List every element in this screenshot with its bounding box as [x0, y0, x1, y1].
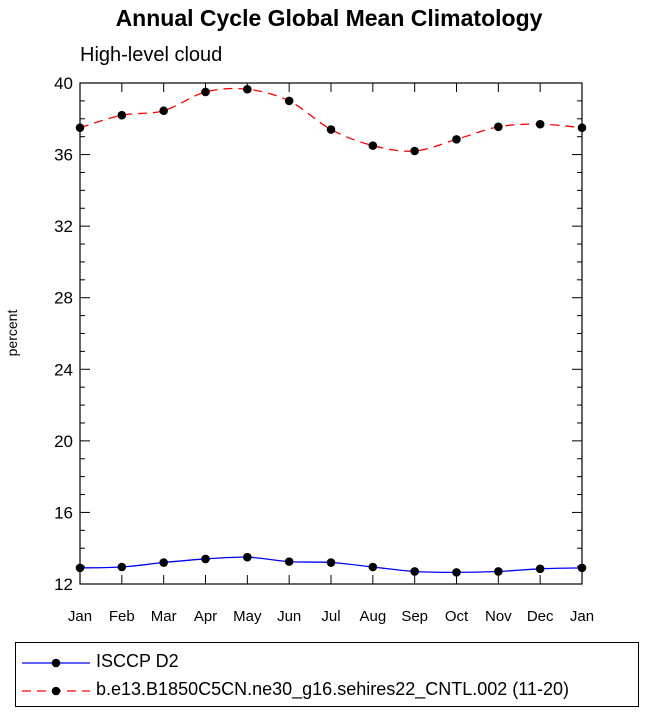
data-point-1-2 [159, 106, 168, 116]
legend: ISCCP D2 b.e13.B1850C5CN.ne30_g16.sehire… [15, 642, 639, 707]
data-point-1-0 [75, 123, 85, 133]
x-tick-label: Jan [570, 608, 594, 625]
data-point-1-1 [117, 110, 127, 120]
chart: Annual Cycle Global Mean Climatology Hig… [4, 5, 594, 625]
y-tick-label: 36 [54, 146, 73, 165]
plot-area [79, 82, 583, 585]
data-point-1-12 [577, 123, 587, 133]
data-point-0-2 [159, 558, 168, 567]
axis-ticks: Jan Feb Mar Apr May Jun Jul Aug Sep Oct Nov Dec Jan 1… [54, 74, 594, 625]
data-point-1-7 [368, 141, 378, 150]
data-point-0-11 [535, 564, 545, 574]
y-tick-label: 40 [54, 74, 73, 93]
data-point-1-9 [452, 135, 461, 144]
data-point-1-3 [201, 87, 210, 97]
data-point-1-4 [243, 84, 252, 94]
y-tick-label: 12 [54, 575, 73, 594]
series-layer [75, 84, 587, 577]
x-tick-label: Mar [151, 608, 177, 625]
data-point-0-12 [577, 563, 587, 573]
legend-label-isccp: ISCCP D2 [96, 651, 179, 671]
data-point-0-3 [201, 554, 210, 564]
y-tick-label: 28 [54, 289, 73, 308]
x-tick-label: Jun [277, 608, 301, 625]
data-point-1-6 [326, 125, 336, 134]
y-tick-label: 16 [54, 503, 73, 522]
x-tick-label: Jul [321, 608, 340, 625]
data-point-0-5 [284, 557, 294, 566]
x-tick-label: Sep [401, 608, 428, 625]
legend-item-isccp: ISCCP D2 [16, 649, 638, 677]
legend-label-model: b.e13.B1850C5CN.ne30_g16.sehires22_CNTL.… [96, 679, 569, 699]
x-tick-label: Apr [194, 608, 217, 625]
chart-subtitle: High-level cloud [80, 44, 222, 66]
series-line-1 [79, 87, 583, 152]
y-axis-label: percent [4, 310, 20, 357]
data-point-0-6 [326, 558, 336, 567]
y-tick-label: 24 [54, 360, 73, 379]
data-point-1-8 [410, 146, 419, 156]
x-tick-label: Nov [485, 608, 512, 625]
data-point-0-1 [117, 562, 127, 572]
x-tick-label: May [233, 608, 262, 625]
x-tick-label: Feb [109, 608, 135, 625]
x-tick-label: Dec [527, 608, 554, 625]
data-point-1-11 [535, 119, 545, 129]
chart-title: Annual Cycle Global Mean Climatology [116, 5, 543, 31]
legend-swatch-isccp [22, 658, 90, 668]
data-point-1-10 [494, 122, 503, 132]
data-point-0-4 [243, 552, 252, 562]
x-tick-label: Jan [68, 608, 92, 625]
x-tick-label: Aug [359, 608, 386, 625]
data-point-0-8 [410, 567, 419, 576]
data-point-1-5 [284, 96, 294, 106]
data-point-0-7 [368, 562, 378, 572]
y-tick-label: 20 [54, 432, 73, 451]
x-tick-label: Oct [445, 608, 469, 625]
data-point-0-9 [452, 568, 461, 577]
data-point-0-0 [75, 563, 85, 573]
legend-swatch-model [22, 686, 90, 696]
y-tick-label: 32 [54, 217, 73, 236]
data-point-0-10 [494, 567, 503, 576]
legend-item-model: b.e13.B1850C5CN.ne30_g16.sehires22_CNTL.… [16, 677, 638, 705]
